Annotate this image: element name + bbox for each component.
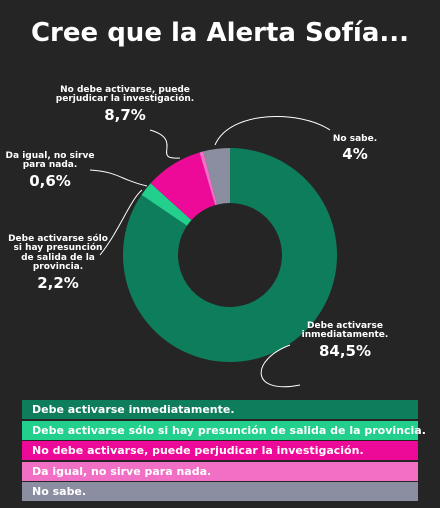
annotation-label: Debe activarse inmediatamente. bbox=[301, 321, 389, 341]
annotation-label: No debe activarse, puede perjudicar la i… bbox=[55, 85, 195, 105]
annotation: Debe activarse inmediatamente. 84,5% bbox=[290, 321, 400, 360]
legend-entry: Da igual, no sirve para nada. bbox=[22, 461, 418, 481]
annotation-label: Debe activarse sólo si hay presunción de… bbox=[8, 234, 108, 273]
annotation: Da igual, no sirve para nada. 0,6% bbox=[5, 151, 95, 190]
donut-slice bbox=[150, 152, 216, 221]
value-label: 84,5% bbox=[318, 341, 372, 360]
annotation: No debe activarse, puede perjudicar la i… bbox=[55, 85, 195, 124]
donut-slice bbox=[203, 148, 230, 205]
legend-entry: No debe activarse, puede perjudicar la i… bbox=[22, 441, 418, 460]
legend-entry: Debe activarse sólo si hay presunción de… bbox=[22, 420, 426, 440]
annotation-label: Da igual, no sirve para nada. bbox=[5, 151, 95, 171]
donut-slice bbox=[123, 148, 337, 362]
chart-title: Cree que la Alerta Sofía... bbox=[30, 18, 410, 48]
donut-slice bbox=[141, 183, 192, 226]
connector bbox=[149, 129, 181, 159]
connector bbox=[214, 116, 331, 146]
value-label: 0,6% bbox=[29, 171, 71, 190]
connector bbox=[99, 189, 143, 256]
legend-entry: No sabe. bbox=[22, 482, 418, 501]
value-label: 8,7% bbox=[104, 105, 146, 124]
value-label: 2,2% bbox=[37, 273, 79, 292]
value-label: 4% bbox=[342, 145, 368, 164]
annotation-label: No sabe. bbox=[332, 134, 378, 144]
legend-entry: Debe activarse inmediatamente. bbox=[22, 400, 418, 419]
annotation: No sabe. 4% bbox=[320, 134, 390, 164]
connector bbox=[260, 344, 301, 388]
annotation: Debe activarse sólo si hay presunción de… bbox=[8, 234, 108, 292]
donut-slice bbox=[199, 151, 218, 206]
connector bbox=[89, 169, 148, 187]
